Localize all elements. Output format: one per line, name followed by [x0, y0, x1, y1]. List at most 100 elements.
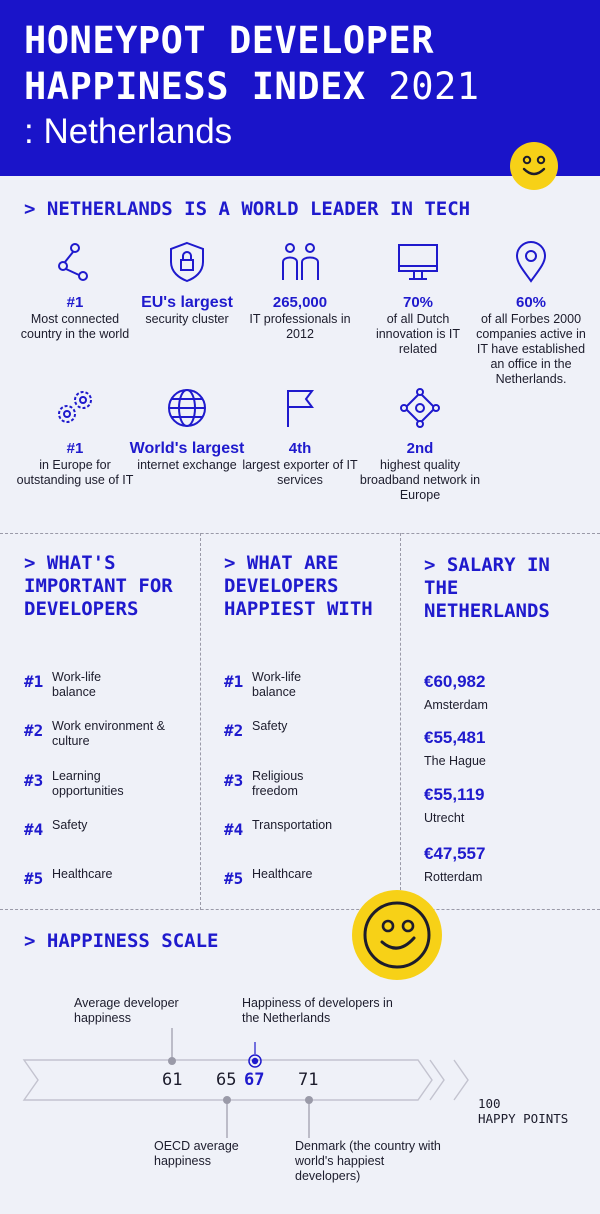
rank-label: Work environment & culture: [52, 719, 166, 748]
stat-text: security cluster: [145, 312, 229, 326]
stat-text: internet exchange: [137, 458, 237, 472]
salary-amount: €60,982: [424, 672, 486, 691]
rank-number: #2: [24, 721, 44, 740]
globe-icon: [168, 389, 206, 427]
page-title-line-2: HAPPINESS INDEX: [24, 65, 366, 108]
list-item: #1 Work-life balance: [224, 670, 332, 700]
rank-number: #5: [224, 869, 244, 888]
salary-amount: €47,557: [424, 844, 486, 863]
header-banner: HONEYPOT DEVELOPER HAPPINESS INDEX 2021 …: [0, 0, 600, 176]
column-divider: [400, 533, 401, 910]
stat-use-of-it: #1 in Europe for outstanding use of IT: [15, 386, 135, 488]
salary-item: €55,481 The Hague: [424, 728, 486, 769]
stat-text: IT professionals in 2012: [249, 312, 351, 341]
smiley-wink-icon: [352, 890, 442, 980]
list-item: #4 Safety: [24, 818, 182, 839]
monitor-icon: [398, 244, 438, 280]
stat-it-professionals: 265,000 IT professionals in 2012: [241, 240, 359, 342]
rank-label: Safety: [252, 719, 288, 733]
list-item: #4 Transportation: [224, 818, 382, 839]
stat-internet-exchange: World's largest internet exchange: [128, 386, 246, 473]
rank-number: #5: [24, 869, 44, 888]
stat-value: 60%: [515, 294, 547, 311]
rank-number: #1: [224, 672, 244, 691]
shield-lock-icon: [170, 241, 204, 283]
page-title-year: 2021: [388, 65, 480, 108]
rank-label: Learning opportunities: [52, 769, 124, 798]
location-pin-icon: [515, 241, 547, 283]
scale-value-average-dev: 61: [162, 1070, 183, 1090]
list-item: #5 Healthcare: [224, 867, 382, 888]
stat-text: of all Forbes 2000 companies active in I…: [476, 312, 586, 386]
stat-text: largest exporter of IT services: [242, 458, 358, 487]
happiness-scale-track: [22, 1059, 469, 1101]
column-title-happiest: > WHAT ARE DEVELOPERS HAPPIEST WITH: [224, 552, 373, 620]
rank-number: #2: [224, 721, 244, 740]
salary-item: €55,119 Utrecht: [424, 785, 485, 826]
rank-number: #4: [224, 820, 244, 839]
people-icon: [282, 243, 319, 280]
list-item: #3 Learning opportunities: [24, 769, 152, 799]
scale-max-label: 100 HAPPY POINTS: [478, 1096, 568, 1126]
salary-city: Utrecht: [424, 811, 465, 825]
rank-number: #3: [224, 771, 244, 790]
scale-value-denmark: 71: [298, 1070, 319, 1090]
stat-dutch-innovation: 70% of all Dutch innovation is IT relate…: [359, 240, 477, 357]
scale-value-netherlands: 67: [244, 1070, 265, 1090]
column-divider: [200, 533, 201, 910]
rank-number: #4: [24, 820, 44, 839]
scale-max-unit: HAPPY POINTS: [478, 1111, 569, 1126]
stat-forbes-companies: 60% of all Forbes 2000 companies active …: [472, 240, 590, 387]
gears-icon: [58, 391, 92, 423]
smiley-icon: [510, 142, 558, 190]
scale-connectors: [168, 1028, 313, 1138]
stat-value: 2nd: [406, 440, 434, 457]
rank-label: Work-life balance: [52, 670, 102, 699]
salary-amount: €55,481: [424, 728, 486, 747]
section-divider: [0, 533, 600, 534]
list-item: #3 Religious freedom: [224, 769, 332, 799]
section-title-happiness-scale: > HAPPINESS SCALE: [24, 930, 219, 952]
network-share-icon: [58, 243, 88, 281]
rank-label: Healthcare: [252, 867, 313, 881]
salary-city: The Hague: [424, 754, 486, 768]
stat-text: highest quality broadband network in Eur…: [359, 458, 481, 502]
rank-number: #1: [24, 672, 44, 691]
flag-icon: [287, 390, 314, 427]
section-divider: [0, 909, 600, 910]
column-title-salary: > SALARY IN THE NETHERLANDS: [424, 554, 550, 622]
list-item: #2 Work environment & culture: [24, 719, 182, 749]
stat-security-cluster: EU's largest security cluster: [128, 240, 246, 327]
broadband-network-icon: [400, 388, 440, 428]
salary-city: Amsterdam: [424, 698, 488, 712]
salary-item: €60,982 Amsterdam: [424, 672, 488, 713]
scale-label-average-dev: Average developer happiness: [74, 996, 179, 1025]
stat-value: #1: [66, 440, 84, 457]
scale-value-oecd: 65: [216, 1070, 237, 1090]
rank-label: Work-life balance: [252, 670, 302, 699]
scale-max-value: 100: [478, 1096, 501, 1111]
stat-text: of all Dutch innovation is IT related: [375, 312, 461, 356]
salary-city: Rotterdam: [424, 870, 483, 884]
section-title-world-leader: > NETHERLANDS IS A WORLD LEADER IN TECH: [24, 198, 471, 220]
page-subtitle: : Netherlands: [24, 112, 233, 151]
rank-label: Religious freedom: [252, 769, 304, 798]
salary-amount: €55,119: [424, 785, 485, 804]
stat-value: EU's largest: [141, 294, 233, 311]
list-item: #5 Healthcare: [24, 867, 182, 888]
stat-text: Most connected country in the world: [20, 312, 130, 341]
stat-value: #1: [66, 294, 84, 311]
stat-broadband: 2nd highest quality broadband network in…: [359, 386, 481, 503]
stat-value: 4th: [288, 440, 312, 457]
rank-label: Healthcare: [52, 867, 113, 881]
rank-number: #3: [24, 771, 44, 790]
scale-label-oecd: OECD average happiness: [154, 1139, 239, 1168]
stat-value: 70%: [402, 294, 434, 311]
rank-label: Safety: [52, 818, 88, 832]
salary-item: €47,557 Rotterdam: [424, 844, 485, 885]
rank-label: Transportation: [252, 818, 333, 832]
scale-label-denmark: Denmark (the country with world's happie…: [295, 1139, 441, 1183]
list-item: #2 Safety: [224, 719, 382, 740]
stat-text: in Europe for outstanding use of IT: [16, 458, 134, 487]
stat-value: 265,000: [272, 294, 328, 311]
